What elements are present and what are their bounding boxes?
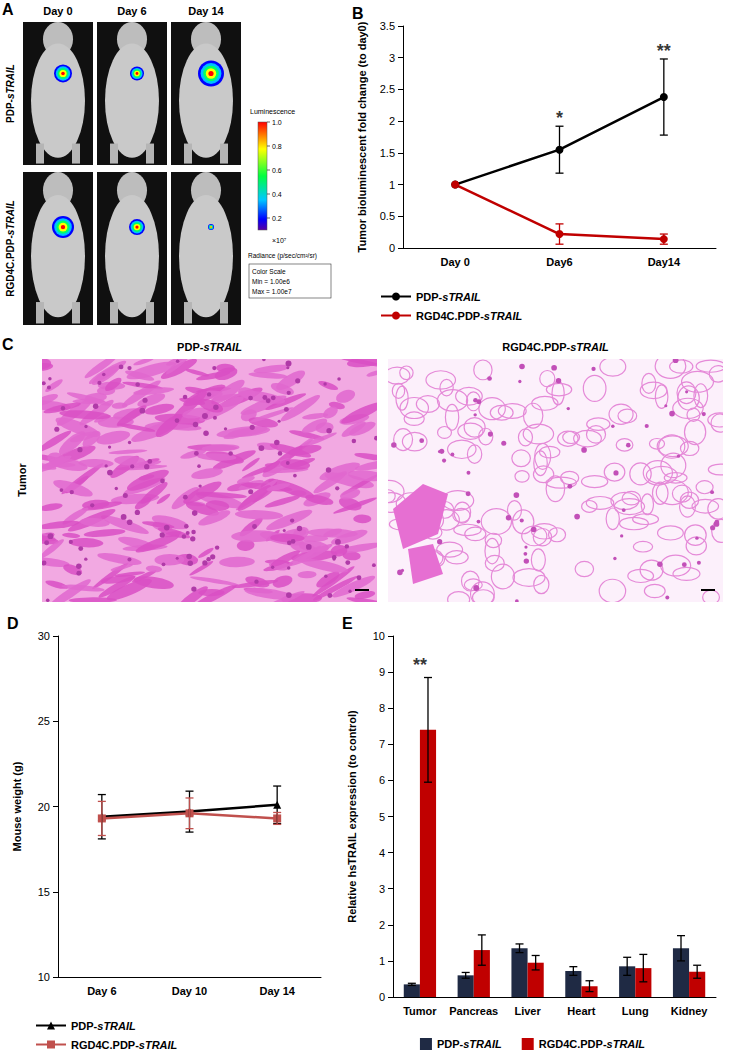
svg-text:sTRAIL: sTRAIL — [463, 1038, 502, 1050]
svg-text:25: 25 — [38, 715, 50, 727]
svg-text:sTRAIL: sTRAIL — [139, 1039, 178, 1051]
svg-text:Lung: Lung — [622, 1005, 649, 1017]
svg-text:Mouse weight (g): Mouse weight (g) — [11, 761, 23, 851]
svg-text:sTRAIL: sTRAIL — [442, 291, 481, 303]
svg-text:0.2: 0.2 — [272, 215, 282, 222]
svg-text:Liver: Liver — [514, 1005, 541, 1017]
svg-text:PDP-: PDP- — [416, 291, 443, 303]
svg-text:Color Scale: Color Scale — [252, 268, 286, 275]
svg-text:RGD4C.PDP-sTRAIL: RGD4C.PDP-sTRAIL — [502, 341, 609, 353]
svg-text:1.5: 1.5 — [380, 147, 395, 159]
svg-text:PDP-: PDP- — [437, 1038, 464, 1050]
svg-text:Day 14: Day 14 — [188, 5, 224, 17]
svg-text:Tumor: Tumor — [403, 1005, 437, 1017]
svg-text:9: 9 — [379, 666, 385, 678]
svg-text:3: 3 — [379, 883, 385, 895]
svg-text:sTRAIL: sTRAIL — [607, 1038, 646, 1050]
svg-text:**: ** — [413, 655, 427, 675]
svg-text:4: 4 — [379, 847, 385, 859]
svg-text:Radiance (p/sec/cm²/sr): Radiance (p/sec/cm²/sr) — [248, 252, 317, 260]
svg-text:8: 8 — [379, 702, 385, 714]
svg-text:*: * — [556, 108, 563, 128]
svg-text:Pancreas: Pancreas — [449, 1005, 498, 1017]
svg-text:RGD4C.PDP-sTRAIL: RGD4C.PDP-sTRAIL — [5, 200, 16, 297]
svg-text:sTRAIL: sTRAIL — [97, 1020, 136, 1032]
svg-text:RGD4C.PDP-: RGD4C.PDP- — [71, 1039, 139, 1051]
svg-text:10: 10 — [373, 630, 385, 642]
svg-text:PDP-sTRAIL: PDP-sTRAIL — [177, 341, 242, 353]
svg-text:1: 1 — [389, 179, 395, 191]
svg-text:Day 0: Day 0 — [43, 5, 72, 17]
svg-text:5: 5 — [379, 811, 385, 823]
svg-text:15: 15 — [38, 886, 50, 898]
svg-text:Relative hsTRAIL expression (t: Relative hsTRAIL expression (to control) — [346, 710, 358, 923]
svg-text:Kidney: Kidney — [671, 1005, 709, 1017]
svg-text:0.6: 0.6 — [272, 167, 282, 174]
svg-text:Day14: Day14 — [648, 256, 681, 268]
svg-text:B: B — [352, 5, 364, 22]
svg-text:1.0: 1.0 — [272, 119, 282, 126]
svg-text:20: 20 — [38, 801, 50, 813]
svg-text:E: E — [342, 615, 353, 632]
svg-text:Day6: Day6 — [546, 256, 572, 268]
svg-text:Tumor bioluminescent fold chan: Tumor bioluminescent fold change (to day… — [356, 21, 368, 252]
svg-text:Luminescence: Luminescence — [250, 108, 295, 115]
svg-text:2: 2 — [379, 919, 385, 931]
svg-text:0: 0 — [379, 991, 385, 1003]
svg-text:3: 3 — [389, 52, 395, 64]
svg-text:0: 0 — [389, 242, 395, 254]
svg-text:PDP-: PDP- — [71, 1020, 98, 1032]
svg-text:7: 7 — [379, 738, 385, 750]
svg-text:30: 30 — [38, 630, 50, 642]
svg-text:3.5: 3.5 — [380, 20, 395, 32]
svg-text:0.8: 0.8 — [272, 143, 282, 150]
svg-text:6: 6 — [379, 774, 385, 786]
svg-text:Day 0: Day 0 — [440, 256, 469, 268]
svg-text:RGD4C.PDP-: RGD4C.PDP- — [539, 1038, 607, 1050]
svg-text:Tumor: Tumor — [16, 463, 28, 497]
svg-text:Heart: Heart — [567, 1005, 595, 1017]
svg-text:sTRAIL: sTRAIL — [484, 310, 523, 322]
svg-text:2.5: 2.5 — [380, 83, 395, 95]
svg-text:Day 6: Day 6 — [87, 985, 116, 997]
svg-text:C: C — [2, 336, 14, 353]
svg-text:Day 14: Day 14 — [259, 985, 295, 997]
svg-text:10: 10 — [38, 971, 50, 983]
svg-text:0.5: 0.5 — [380, 210, 395, 222]
svg-text:0.4: 0.4 — [272, 191, 282, 198]
svg-text:A: A — [2, 1, 14, 18]
svg-text:Min = 1.00e6: Min = 1.00e6 — [252, 278, 290, 285]
svg-text:D: D — [7, 615, 19, 632]
svg-text:Max = 1.00e7: Max = 1.00e7 — [252, 288, 292, 295]
svg-text:1: 1 — [379, 955, 385, 967]
svg-text:PDP-sTRAIL: PDP-sTRAIL — [5, 64, 16, 123]
svg-text:Day 10: Day 10 — [172, 985, 207, 997]
svg-text:Day 6: Day 6 — [117, 5, 146, 17]
svg-text:RGD4C.PDP-: RGD4C.PDP- — [416, 310, 484, 322]
svg-text:2: 2 — [389, 115, 395, 127]
svg-text:**: ** — [657, 41, 671, 61]
svg-text:×10⁷: ×10⁷ — [272, 237, 287, 244]
